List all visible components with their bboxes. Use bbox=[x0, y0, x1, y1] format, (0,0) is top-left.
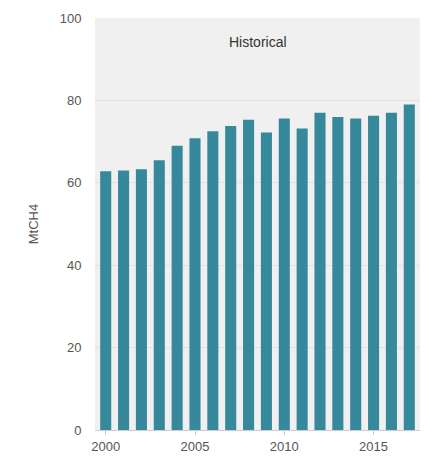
svg-text:2000: 2000 bbox=[91, 439, 120, 454]
svg-text:Historical: Historical bbox=[229, 34, 287, 50]
svg-text:2010: 2010 bbox=[270, 439, 299, 454]
svg-text:40: 40 bbox=[67, 258, 81, 273]
svg-text:80: 80 bbox=[67, 93, 81, 108]
svg-text:0: 0 bbox=[74, 423, 81, 438]
svg-text:100: 100 bbox=[60, 11, 82, 26]
svg-text:20: 20 bbox=[67, 340, 81, 355]
svg-text:MtCH4: MtCH4 bbox=[26, 204, 41, 244]
svg-text:2015: 2015 bbox=[359, 439, 388, 454]
svg-text:60: 60 bbox=[67, 175, 81, 190]
svg-text:2005: 2005 bbox=[181, 439, 210, 454]
